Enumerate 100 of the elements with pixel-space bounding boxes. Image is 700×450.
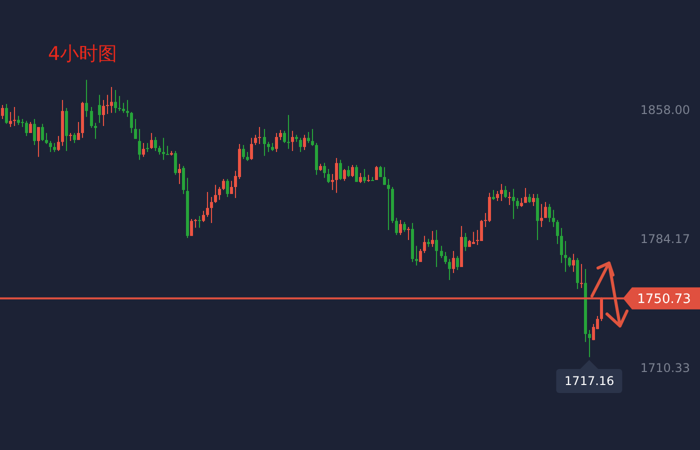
candlestick — [492, 189, 495, 200]
candlestick — [267, 141, 270, 153]
candlestick — [114, 90, 117, 114]
candlestick — [90, 106, 93, 128]
candlestick — [9, 112, 12, 128]
candlestick — [190, 218, 193, 236]
candlestick — [13, 106, 16, 126]
candlestick — [444, 252, 447, 265]
candlestick — [263, 128, 266, 156]
candlestick — [383, 166, 386, 186]
candlestick — [415, 245, 418, 266]
candlestick — [403, 221, 406, 232]
candlestick — [311, 128, 314, 146]
candlestick — [399, 220, 402, 236]
candlestick — [146, 142, 149, 153]
candlestick — [150, 132, 153, 150]
candlestick — [488, 192, 491, 222]
candlestick — [544, 202, 547, 218]
candlestick — [154, 136, 157, 152]
candlestick — [17, 115, 20, 126]
candlestick — [339, 159, 342, 180]
candlestick — [480, 220, 483, 242]
y-tick-label: 1710.33 — [640, 361, 690, 376]
candlestick — [287, 114, 290, 150]
candlestick — [568, 256, 571, 268]
candlestick — [323, 162, 326, 178]
y-tick-label: 1784.17 — [640, 232, 690, 246]
candlestick — [508, 192, 511, 206]
candlestick — [134, 118, 137, 140]
candlestick — [500, 184, 503, 202]
candlestick — [355, 164, 358, 182]
candlestick — [552, 209, 555, 228]
candlestick — [496, 190, 499, 202]
candlestick — [363, 168, 366, 184]
candlestick — [162, 137, 165, 160]
candlestick — [214, 184, 217, 204]
candlestick — [343, 168, 346, 182]
candlestick — [472, 231, 475, 244]
candlestick — [504, 185, 507, 198]
candlestick — [548, 203, 551, 222]
candlestick — [142, 142, 145, 158]
candlestick — [53, 142, 56, 153]
candlestick — [440, 245, 443, 258]
candlestick — [118, 95, 121, 112]
candlestick — [178, 163, 181, 185]
candlestick — [98, 94, 101, 124]
candlestick — [327, 168, 330, 184]
annotation: 1717.16 — [556, 369, 622, 394]
candlestick — [431, 230, 434, 248]
candlestick — [556, 220, 559, 244]
candlestick — [536, 193, 539, 240]
candlestick — [230, 180, 233, 194]
candlestick — [202, 210, 205, 222]
candlestick — [94, 122, 97, 140]
candlestick — [110, 86, 113, 114]
candlestick — [41, 123, 44, 142]
candlestick — [448, 258, 451, 280]
candlestick — [222, 178, 225, 190]
candlestick — [564, 240, 567, 272]
candlestick — [331, 174, 334, 190]
candlestick — [283, 130, 286, 144]
candlestick — [49, 140, 52, 153]
candlestick — [73, 132, 76, 144]
candlestick — [560, 228, 563, 264]
candlestick — [423, 235, 426, 254]
y-tick-label: 1858.00 — [640, 103, 690, 118]
candlestick — [45, 132, 48, 144]
ref-line-label: 1750.73 — [637, 292, 691, 307]
candlestick — [275, 132, 278, 153]
candlestick — [576, 257, 579, 290]
candlestick — [166, 145, 169, 156]
candlestick — [291, 130, 294, 152]
candlestick — [452, 250, 455, 274]
candlestick — [387, 178, 390, 230]
candlestick — [351, 164, 354, 178]
text: 4小时图 — [48, 42, 118, 67]
candlestick — [5, 103, 8, 124]
candlestick — [303, 134, 306, 150]
candlestick — [37, 126, 40, 158]
candlestick — [540, 203, 543, 228]
candlestick — [250, 137, 253, 160]
candlestick — [77, 121, 80, 140]
candlestick — [122, 102, 125, 114]
candlestick — [307, 131, 310, 144]
candlestick — [456, 256, 459, 270]
candlestick — [580, 264, 583, 288]
candlestick — [85, 79, 88, 118]
candlestick — [258, 126, 261, 144]
candlestick — [182, 166, 185, 194]
candlestick — [106, 94, 109, 114]
candlestick — [335, 157, 338, 194]
candlestick — [524, 188, 527, 204]
candlestick — [138, 128, 141, 160]
candlestick — [516, 198, 519, 210]
candlestick — [206, 192, 209, 218]
candlestick — [572, 253, 575, 272]
candlestick — [254, 134, 257, 146]
candlestick — [130, 112, 133, 134]
candlestick — [33, 118, 36, 146]
candlestick — [279, 130, 282, 140]
